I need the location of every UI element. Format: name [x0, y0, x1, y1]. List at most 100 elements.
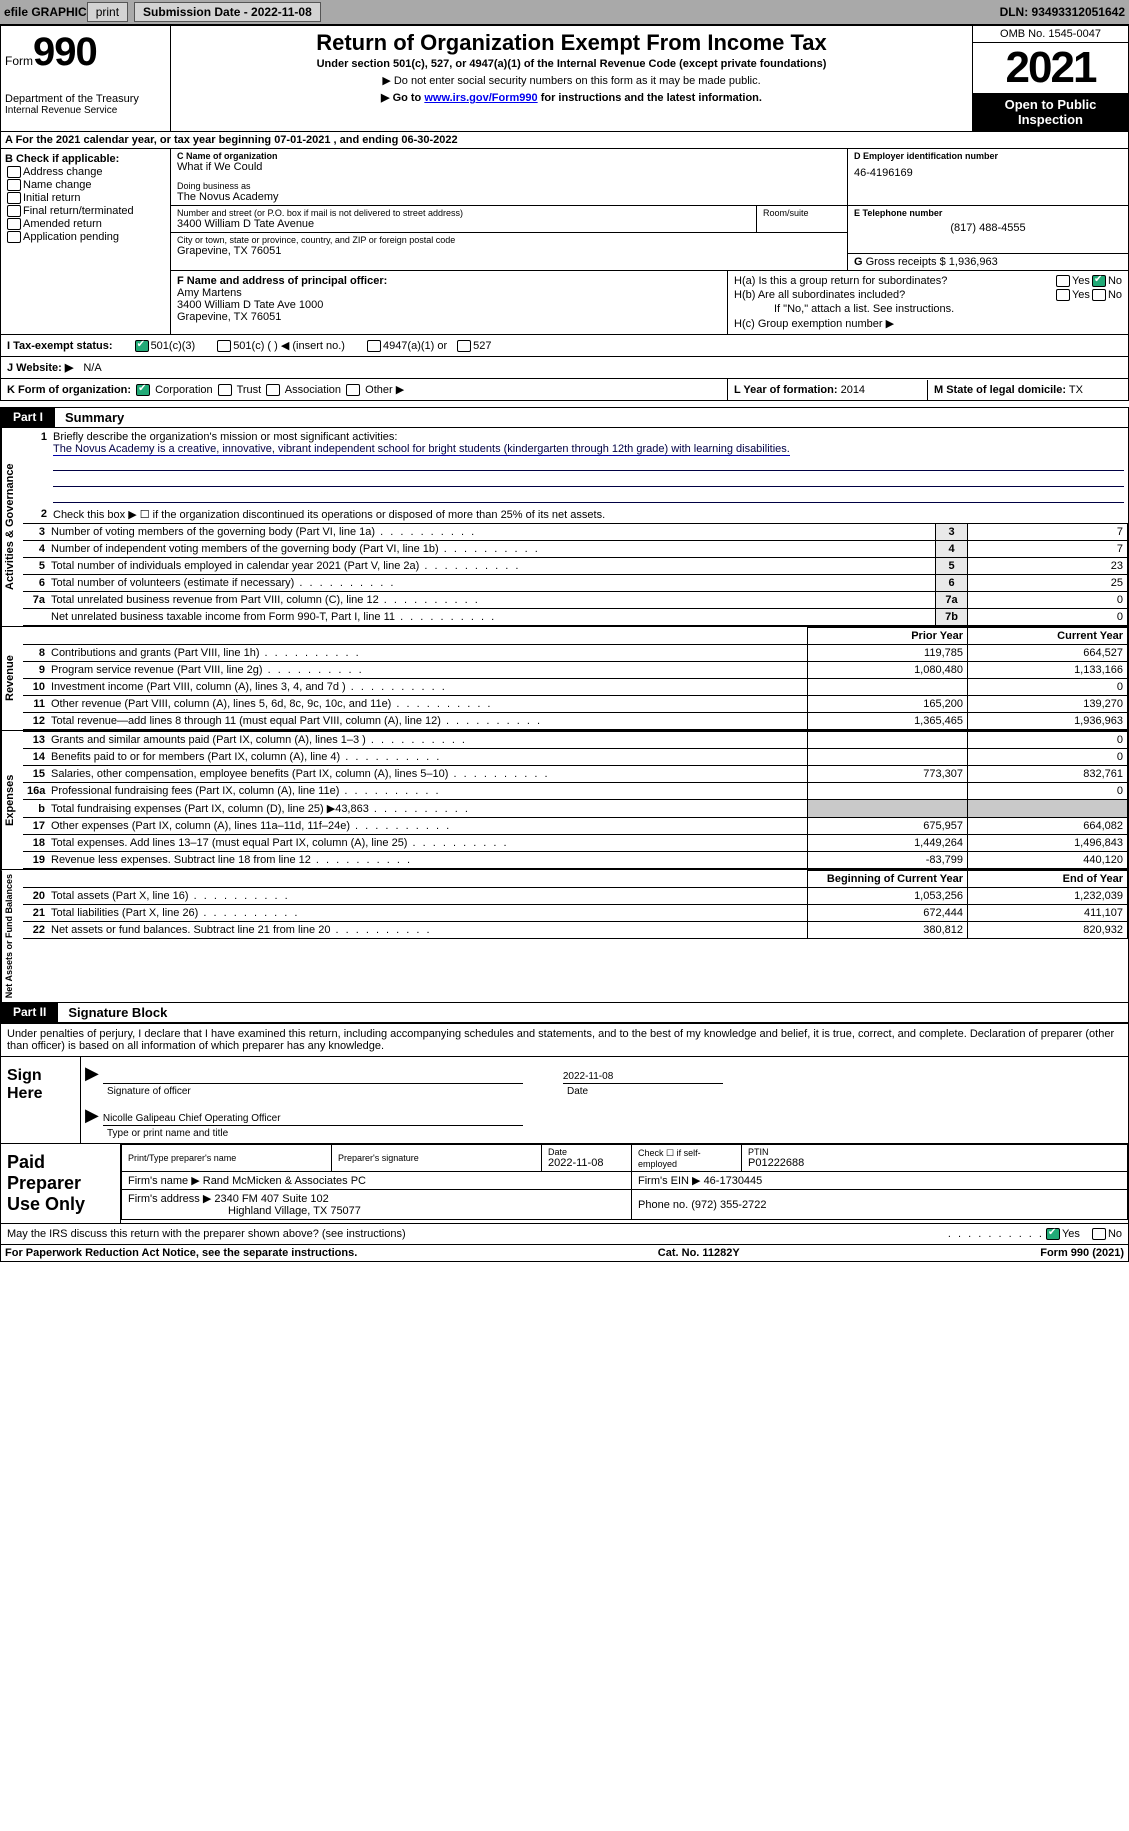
mission-text: The Novus Academy is a creative, innovat… [53, 443, 790, 456]
checkbox-other[interactable] [346, 384, 360, 396]
section-i: I Tax-exempt status: 501(c)(3) 501(c) ( … [0, 335, 1129, 357]
ein-value: 46-4196169 [854, 167, 1122, 179]
checkbox-address-change[interactable] [7, 166, 21, 178]
i-opt: 501(c) ( ) ◀ (insert no.) [233, 339, 345, 352]
checkbox-name-change[interactable] [7, 179, 21, 191]
website-value: N/A [83, 362, 101, 374]
footer-right: Form 990 (2021) [1040, 1247, 1124, 1259]
state-domicile: TX [1069, 384, 1083, 396]
checkbox-amended[interactable] [7, 218, 21, 230]
sig-name-value: Nicolle Galipeau Chief Operating Officer [103, 1113, 523, 1126]
checkbox-501c[interactable] [217, 340, 231, 352]
firm-ein-label: Firm's EIN ▶ [638, 1175, 701, 1187]
b-item: Initial return [23, 192, 80, 204]
tax-year: 2021 [973, 43, 1128, 93]
firm-name-label: Firm's name ▶ [128, 1175, 200, 1187]
checkbox-final-return[interactable] [7, 205, 21, 217]
checkbox-assoc[interactable] [266, 384, 280, 396]
efile-label: efile GRAPHIC [4, 5, 87, 19]
ag-table: 3Number of voting members of the governi… [23, 523, 1128, 626]
dba-name: The Novus Academy [177, 191, 841, 203]
m-label: M State of legal domicile: [934, 384, 1066, 396]
paid-label: Paid Preparer Use Only [1, 1144, 121, 1223]
k-opt: Other ▶ [365, 384, 404, 396]
officer-addr1: 3400 William D Tate Ave 1000 [177, 299, 721, 311]
arrow-icon: ▶ [85, 1105, 99, 1126]
d-label: D Employer identification number [854, 151, 998, 161]
print-button[interactable]: print [87, 2, 128, 22]
checkbox-discuss-yes[interactable] [1046, 1228, 1060, 1240]
checkbox-hb-no[interactable] [1092, 289, 1106, 301]
checkbox-501c3[interactable] [135, 340, 149, 352]
dln-label: DLN: 93493312051642 [1000, 5, 1125, 19]
part-1: Part I Summary Activities & Governance 1… [0, 407, 1129, 1003]
hb-label: H(b) Are all subordinates included? [734, 289, 1054, 301]
section-a-tax-year: A For the 2021 calendar year, or tax yea… [0, 132, 1129, 149]
street-value: 3400 William D Tate Avenue [177, 218, 750, 230]
no-label: No [1108, 275, 1122, 287]
checkbox-hb-yes[interactable] [1056, 289, 1070, 301]
part2-title: Signature Block [58, 1003, 177, 1022]
checkbox-app-pending[interactable] [7, 231, 21, 243]
revenue-table: Prior YearCurrent Year 8Contributions an… [23, 627, 1128, 730]
firm-addr-label: Firm's address ▶ [128, 1193, 211, 1205]
tab-expenses: Expenses [1, 731, 23, 869]
c-label: C Name of organization [177, 151, 841, 161]
no-label: No [1108, 1228, 1122, 1240]
prep-date: 2022-11-08 [548, 1157, 603, 1169]
ptin-value: P01222688 [748, 1157, 804, 1169]
line2-text: Check this box ▶ ☐ if the organization d… [53, 508, 1124, 521]
form-header: Form 990 Department of the Treasury Inte… [0, 25, 1129, 132]
part2-num: Part II [1, 1003, 58, 1022]
j-label: J Website: ▶ [7, 361, 73, 374]
ha-label: H(a) Is this a group return for subordin… [734, 275, 1054, 287]
instructions-link[interactable]: www.irs.gov/Form990 [424, 92, 537, 104]
checkbox-corp[interactable] [136, 384, 150, 396]
checkbox-ha-yes[interactable] [1056, 275, 1070, 287]
form-subtitle-2: ▶ Do not enter social security numbers o… [177, 74, 966, 87]
part-2: Part II Signature Block Under penalties … [0, 1003, 1129, 1262]
checkbox-4947[interactable] [367, 340, 381, 352]
gross-receipts: 1,936,963 [949, 256, 998, 268]
footer-mid: Cat. No. 11282Y [658, 1247, 740, 1259]
f-label: F Name and address of principal officer: [177, 275, 387, 287]
checkbox-ha-no[interactable] [1092, 275, 1106, 287]
section-j: J Website: ▶ N/A [0, 357, 1129, 379]
form-title: Return of Organization Exempt From Incom… [177, 30, 966, 56]
b-item: Name change [23, 179, 92, 191]
firm-phone-label: Phone no. [638, 1199, 688, 1211]
sign-here-section: Sign Here ▶ 2022-11-08 Signature of offi… [1, 1056, 1128, 1143]
b-label: B Check if applicable: [5, 153, 166, 165]
discuss-row: May the IRS discuss this return with the… [1, 1223, 1128, 1244]
firm-addr2: Highland Village, TX 75077 [228, 1205, 361, 1217]
self-employed-label: Check ☐ if self-employed [638, 1148, 735, 1169]
checkbox-discuss-no[interactable] [1092, 1228, 1106, 1240]
g-label: G [854, 256, 863, 268]
b-item: Address change [23, 166, 103, 178]
checkbox-initial-return[interactable] [7, 192, 21, 204]
city-label: City or town, state or province, country… [177, 235, 841, 245]
prep-name-label: Print/Type preparer's name [128, 1153, 325, 1163]
k-opt: Trust [237, 384, 262, 396]
form-number: 990 [33, 30, 97, 75]
yes-label: Yes [1062, 1228, 1080, 1240]
e-label: E Telephone number [854, 208, 942, 218]
col-eoy: End of Year [968, 871, 1128, 888]
year-formation: 2014 [841, 384, 865, 396]
firm-name: Rand McMicken & Associates PC [203, 1175, 366, 1187]
omb-number: OMB No. 1545-0047 [973, 26, 1128, 43]
checkbox-527[interactable] [457, 340, 471, 352]
ptin-label: PTIN [748, 1147, 1121, 1157]
g-text: Gross receipts $ [866, 256, 946, 268]
k-opt: Corporation [155, 384, 212, 396]
col-curr: Current Year [968, 628, 1128, 645]
netassets-table: Beginning of Current YearEnd of Year 20T… [23, 870, 1128, 939]
b-item: Amended return [23, 218, 102, 230]
treasury-dept: Department of the Treasury [5, 93, 166, 105]
city-value: Grapevine, TX 76051 [177, 245, 841, 257]
phone-value: (817) 488-4555 [854, 222, 1122, 234]
checkbox-trust[interactable] [218, 384, 232, 396]
irs-label: Internal Revenue Service [5, 105, 166, 116]
prep-date-label: Date [548, 1147, 625, 1157]
line1-text: Briefly describe the organization's miss… [53, 431, 397, 443]
